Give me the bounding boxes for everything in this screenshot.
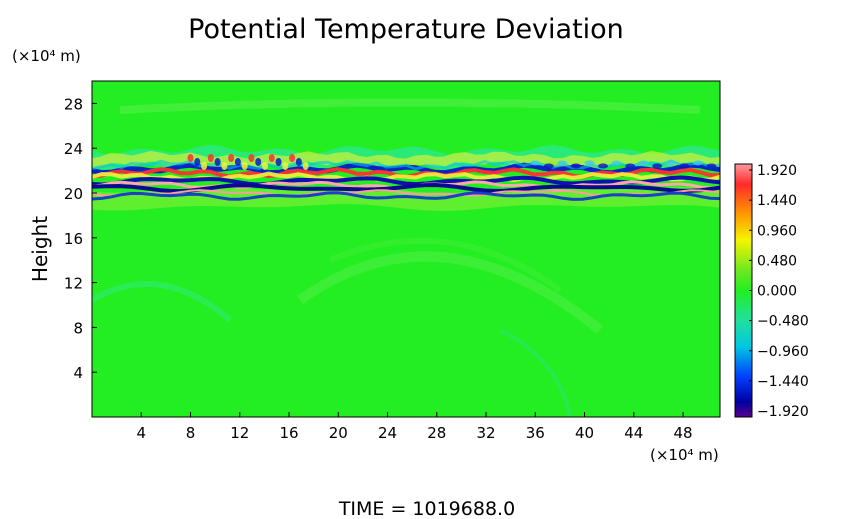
y-tick-label: 28 — [64, 95, 83, 113]
deviation-bands — [92, 144, 720, 211]
deviation-cell — [289, 154, 296, 162]
y-tick-label: 20 — [64, 185, 83, 203]
x-tick-label: 20 — [329, 424, 348, 442]
x-tick-label: 4 — [136, 424, 146, 442]
x-tick-label: 32 — [476, 424, 495, 442]
deviation-cell — [530, 160, 541, 166]
colorbar-label: 0.000 — [757, 284, 797, 300]
deviation-cell — [248, 154, 255, 162]
colorbar-label: −1.440 — [757, 374, 809, 390]
deviation-cell — [207, 154, 214, 162]
x-tick-label: 40 — [575, 424, 594, 442]
time-label: TIME = 1019688.0 — [338, 498, 515, 519]
colorbar-label: 1.440 — [757, 193, 797, 209]
deviation-cell — [584, 160, 595, 166]
x-tick-label: 28 — [427, 424, 446, 442]
x-axis: 4 8 12 16 20 24 28 32 36 40 44 48 — [136, 412, 693, 442]
colorbar-label: −0.960 — [757, 344, 809, 360]
heatmap-field — [92, 81, 720, 417]
deviation-cell — [228, 154, 235, 162]
deviation-cell — [302, 162, 309, 170]
colorbar-label: −1.920 — [757, 404, 809, 420]
colorbar-label: 1.920 — [757, 163, 797, 179]
deviation-cell — [187, 154, 194, 162]
deviation-cell — [652, 163, 663, 169]
deviation-cell — [268, 154, 275, 162]
x-tick-label: 16 — [279, 424, 298, 442]
deviation-cell — [611, 160, 622, 166]
deviation-cell — [234, 158, 241, 166]
deviation-cell — [221, 162, 228, 170]
deviation-cell — [194, 158, 201, 166]
y-axis: 4 8 12 16 20 24 28 — [64, 95, 97, 382]
y-axis-label: Height — [28, 216, 52, 282]
x-tick-label: 44 — [624, 424, 643, 442]
colorbar-label: 0.480 — [757, 253, 797, 269]
deviation-cell — [262, 162, 269, 170]
y-tick-label: 4 — [73, 364, 83, 382]
deviation-band — [92, 175, 720, 187]
deviation-cell — [241, 162, 248, 170]
deviation-band — [92, 191, 720, 201]
deviation-cell — [598, 163, 609, 169]
deviation-cell — [214, 158, 221, 166]
deviation-cell — [282, 162, 289, 170]
deviation-cell — [692, 160, 703, 166]
deviation-cell — [665, 160, 676, 166]
deviation-cell — [557, 160, 568, 166]
colorbar-label: −0.480 — [757, 314, 809, 330]
deviation-cell — [275, 158, 282, 166]
plot-frame — [91, 80, 721, 418]
chart-title: Potential Temperature Deviation — [188, 14, 624, 45]
y-tick-label: 16 — [64, 230, 83, 248]
y-unit-label: (×10⁴ m) — [12, 47, 81, 65]
x-unit-label: (×10⁴ m) — [650, 446, 719, 464]
deviation-cell — [295, 158, 302, 166]
deviation-cell — [679, 163, 690, 169]
deviation-cell — [201, 162, 208, 170]
y-tick-label: 8 — [73, 319, 83, 337]
x-tick-label: 48 — [674, 424, 693, 442]
wave-texture — [92, 98, 701, 417]
colorbar: 1.920 1.440 0.960 0.480 0.000 −0.480 −0.960 −1.… — [734, 163, 809, 420]
deviation-cell — [570, 163, 581, 169]
deviation-band — [92, 185, 720, 211]
deviation-cell — [625, 163, 636, 169]
colorbar-label: 0.960 — [757, 223, 797, 239]
x-tick-label: 12 — [230, 424, 249, 442]
x-tick-label: 8 — [186, 424, 196, 442]
deviation-cell — [706, 163, 717, 169]
x-tick-label: 24 — [378, 424, 397, 442]
y-tick-label: 12 — [64, 275, 83, 293]
y-tick-label: 24 — [64, 140, 83, 158]
deviation-cell — [543, 163, 554, 169]
x-tick-label: 36 — [526, 424, 545, 442]
deviation-cell — [255, 158, 262, 166]
deviation-cell — [638, 160, 649, 166]
